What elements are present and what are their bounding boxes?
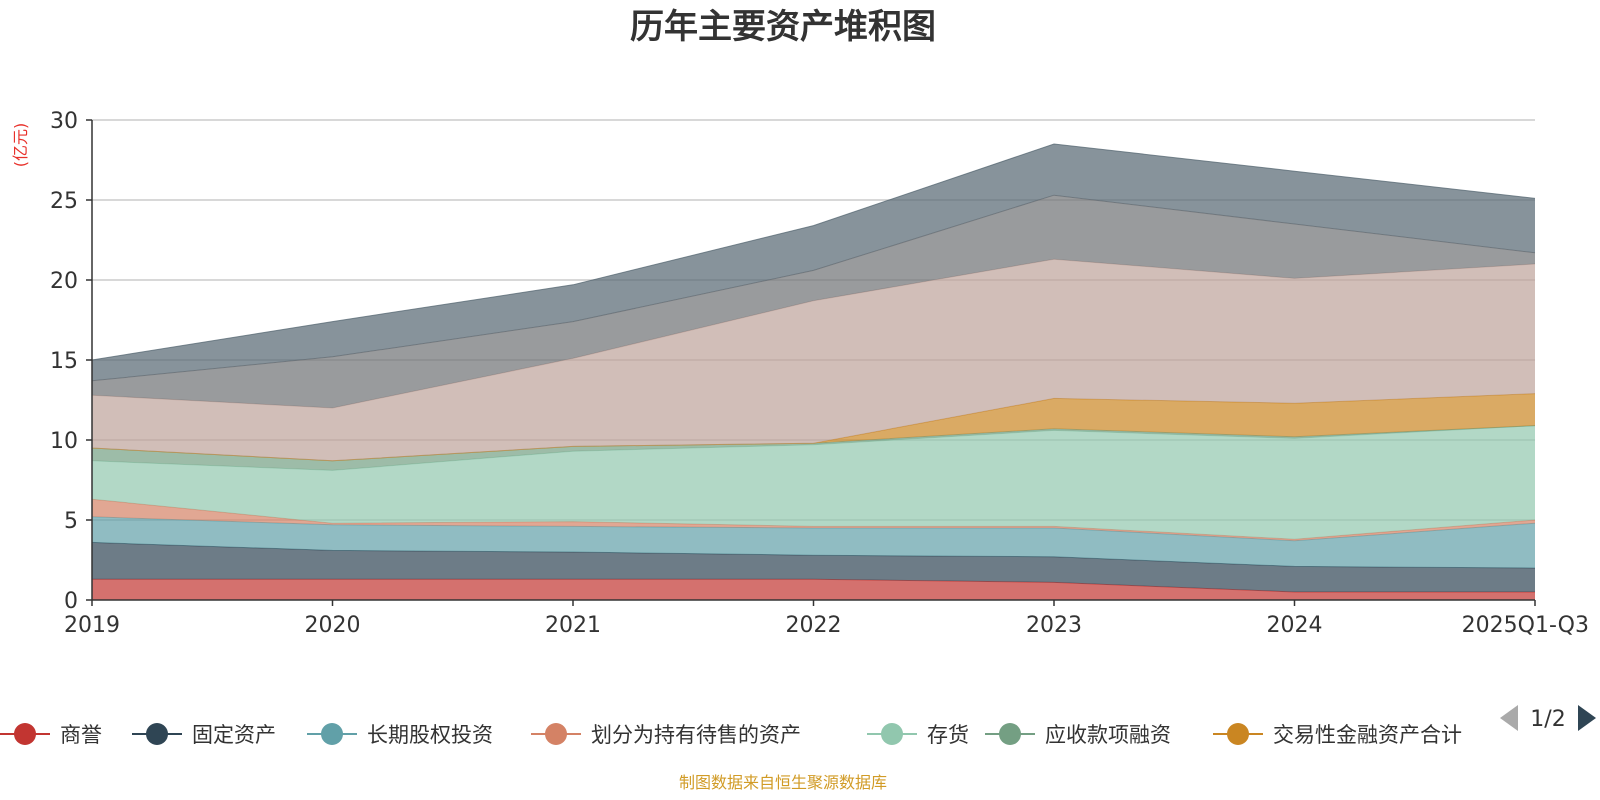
legend-marker-icon (1227, 723, 1249, 745)
data-source-note: 制图数据来自恒生聚源数据库 (679, 773, 887, 792)
y-tick-label-4: 20 (50, 269, 78, 294)
legend-item-1[interactable]: 固定资产 (132, 723, 276, 747)
area-series (91, 143, 1536, 600)
legend-pager: 1/2 (1500, 705, 1596, 732)
area-series-line-9 (91, 143, 1536, 361)
y-tick-label-6: 30 (50, 109, 78, 134)
legend-item-3[interactable]: 划分为持有待售的资产 (531, 723, 801, 747)
legend-label: 交易性金融资产合计 (1273, 723, 1462, 747)
legend-marker-icon (999, 723, 1021, 745)
legend-marker-icon (881, 723, 903, 745)
legend-marker-icon (14, 723, 36, 745)
legend-item-0[interactable]: 商誉 (0, 723, 102, 747)
area-series-7 (92, 259, 1535, 461)
legend-label: 长期股权投资 (367, 723, 493, 747)
y-tick-label-0: 0 (64, 589, 78, 614)
chart-title: 历年主要资产堆积图 (630, 7, 936, 47)
x-tick-label-2: 2021 (545, 613, 601, 638)
x-tick-label-3: 2022 (786, 613, 842, 638)
legend-label: 划分为持有待售的资产 (591, 723, 801, 747)
legend-item-6[interactable]: 交易性金融资产合计 (1213, 723, 1462, 747)
area-series-9 (92, 144, 1535, 381)
area-series-5 (92, 425, 1535, 471)
x-tick-label-1: 2020 (305, 613, 361, 638)
y-axis-unit-label: (亿元) (11, 123, 30, 168)
area-series-4 (92, 425, 1535, 540)
legend-label: 应收款项融资 (1045, 723, 1171, 747)
y-tick-label-1: 5 (64, 509, 78, 534)
legend-item-4[interactable]: 存货 (867, 723, 969, 747)
legend-marker-icon (545, 723, 567, 745)
area-series-8 (92, 195, 1535, 408)
legend-marker-icon (321, 723, 343, 745)
legend-label: 固定资产 (192, 723, 276, 747)
legend-next-arrow-icon[interactable] (1578, 705, 1596, 731)
legend-label: 存货 (927, 723, 969, 747)
legend-label: 商誉 (60, 723, 102, 747)
area-series-2 (92, 516, 1535, 568)
legend-page-indicator: 1/2 (1530, 707, 1565, 732)
legend-item-2[interactable]: 长期股权投资 (307, 723, 493, 747)
legend: 商誉 固定资产 长期股权投资 划分为持有待售的资产 存货 应收款项融资 交易性金融资产合计 (0, 723, 1462, 747)
legend-marker-icon (146, 723, 168, 745)
x-tick-label-6: 2025Q1-Q3 (1462, 613, 1589, 638)
x-tick-label-4: 2023 (1026, 613, 1082, 638)
y-tick-label-5: 25 (50, 189, 78, 214)
area-series-0 (92, 579, 1535, 600)
legend-prev-arrow-icon[interactable] (1500, 705, 1518, 731)
area-series-1 (92, 542, 1535, 592)
y-tick-label-2: 10 (50, 429, 78, 454)
legend-item-5[interactable]: 应收款项融资 (985, 723, 1171, 747)
x-tick-label-5: 2024 (1267, 613, 1323, 638)
axes: 0 5 10 15 20 25 30 2019 2020 2021 2022 2023 2024 2025… (50, 109, 1589, 638)
x-tick-label-0: 2019 (64, 613, 120, 638)
y-tick-label-3: 15 (50, 349, 78, 374)
area-series-6 (92, 393, 1535, 461)
